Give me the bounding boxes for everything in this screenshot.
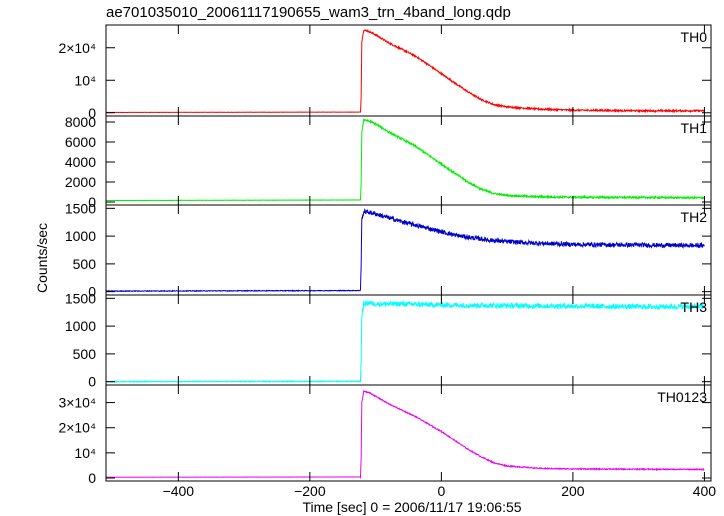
panel-frame [105,115,712,206]
x-tick-label: −400 [163,483,195,499]
y-tick-label: 0 [88,194,96,210]
y-tick-label: 500 [73,346,97,362]
series-line-th1 [105,117,705,202]
y-tick-label: 1000 [65,228,96,244]
panel-th3: 0 500 1000 1500 TH3 [65,290,712,390]
y-tick-label: 0 [88,374,96,390]
panel-th0: 0 10⁴ 2×10⁴ TH0 [58,24,712,121]
panel-frame [105,384,712,482]
y-axis-label: Counts/sec [34,223,50,293]
panel-label-th2: TH2 [681,209,708,225]
series-line-th2 [105,208,705,293]
series-line-th3 [105,299,705,384]
y-tick-label: 2×10⁴ [58,420,96,436]
y-tick-label: 2000 [65,174,96,190]
x-axis-label: Time [sec] 0 = 2006/11/17 19:06:55 [302,499,521,515]
y-tick-label: 2×10⁴ [58,40,96,56]
x-tick-label: 400 [693,483,717,499]
panel-th2: 0 500 1000 1500 TH2 [65,200,712,300]
x-tick-label: 0 [437,483,445,499]
series-line-th0123 [105,389,705,480]
y-tick-label: 8000 [65,114,96,130]
panels: 0 10⁴ 2×10⁴ TH0 0 2000 4000 6000 8000 TH1 0 500 1000… [58,24,712,486]
panel-th0123: 0 10⁴ 2×10⁴ 3×10⁴ TH0123 [58,384,712,486]
y-tick-label: 6000 [65,134,96,150]
panel-label-th3: TH3 [681,299,708,315]
panel-frame [105,204,712,296]
panel-label-th0123: TH0123 [657,389,707,405]
x-tick-label: −200 [294,483,326,499]
panel-label-th1: TH1 [681,120,708,136]
panel-frame [105,24,712,117]
y-tick-label: 1500 [65,200,96,216]
y-tick-label: 0 [88,284,96,300]
y-tick-label: 3×10⁴ [58,395,96,411]
x-axis: −400 −200 0 200 400 [163,483,717,499]
series-line-th0 [105,29,705,114]
y-tick-label: 10⁴ [74,72,96,88]
y-tick-label: 0 [88,105,96,121]
y-tick-label: 1500 [65,290,96,306]
y-tick-label: 10⁴ [74,445,96,461]
chart-title: ae701035010_20061117190655_wam3_trn_4ban… [106,4,511,21]
y-tick-label: 4000 [65,154,96,170]
x-tick-label: 200 [561,483,585,499]
y-tick-label: 0 [88,470,96,486]
y-tick-label: 1000 [65,318,96,334]
panel-th1: 0 2000 4000 6000 8000 TH1 [65,114,712,210]
y-tick-label: 500 [73,256,97,272]
panel-label-th0: TH0 [681,29,708,45]
